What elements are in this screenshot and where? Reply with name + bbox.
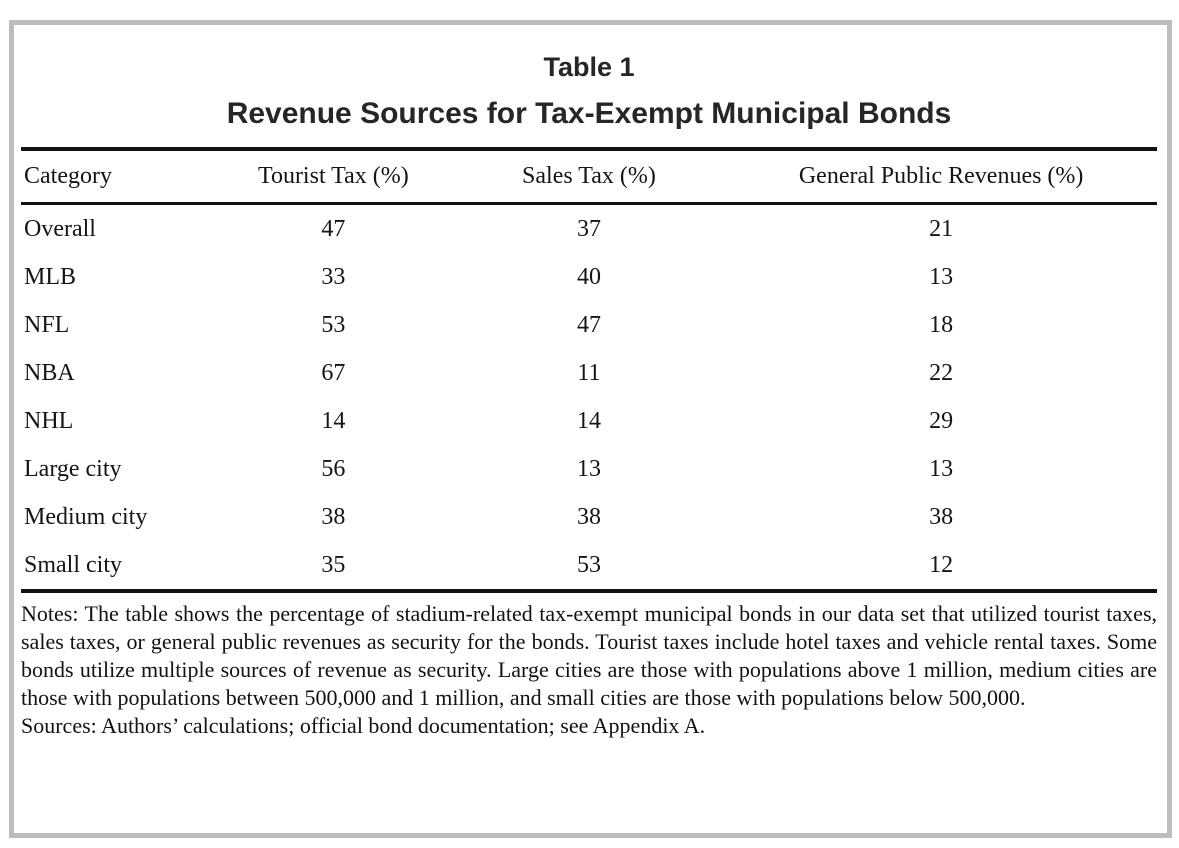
table-cell: 18 <box>929 311 954 338</box>
table-cell: 12 <box>929 551 954 578</box>
table-row: Large city 56 13 13 <box>21 445 1157 493</box>
row-category: NHL <box>24 407 74 434</box>
table-cell: 38 <box>576 503 601 530</box>
row-category: Small city <box>24 551 122 578</box>
table-row: Small city 35 53 12 <box>21 541 1157 591</box>
table-cell: 53 <box>321 311 346 338</box>
table-row: Overall 47 37 21 <box>21 204 1157 254</box>
table-subtitle: Revenue Sources for Tax-Exempt Municipal… <box>226 97 952 130</box>
row-category: Large city <box>24 455 122 482</box>
column-header-category: Category <box>21 149 215 205</box>
table-cell: 13 <box>576 455 601 482</box>
table-cell: 14 <box>576 407 601 434</box>
row-category: Overall <box>24 215 96 242</box>
table-sources: Sources: Authors’ calculations; official… <box>21 713 706 738</box>
table-row: NHL 14 14 29 <box>21 397 1157 445</box>
table-row: NFL 53 47 18 <box>21 301 1157 349</box>
table-cell: 40 <box>576 263 601 290</box>
table-notes: Notes: The table shows the percentage of… <box>21 601 1157 710</box>
column-header-tourist-tax: Tourist Tax (%) <box>214 149 453 205</box>
table-cell: 13 <box>929 263 954 290</box>
column-header-general-public-revenues: General Public Revenues (%) <box>725 149 1157 205</box>
table-cell: 22 <box>929 359 954 386</box>
column-header-sales-tax: Sales Tax (%) <box>452 149 726 205</box>
table-cell: 47 <box>321 215 346 242</box>
table-row: Medium city 38 38 38 <box>21 493 1157 541</box>
table-cell: 53 <box>576 551 601 578</box>
table-cell: 56 <box>321 455 346 482</box>
table-cell: 29 <box>929 407 954 434</box>
row-category: NFL <box>24 311 70 338</box>
table-cell: 13 <box>929 455 954 482</box>
table-row: NBA 67 11 22 <box>21 349 1157 397</box>
data-table: Category Tourist Tax (%) Sales Tax (%) G… <box>21 147 1157 593</box>
table-cell: 35 <box>321 551 346 578</box>
table-cell: 38 <box>929 503 954 530</box>
table-cell: 33 <box>321 263 346 290</box>
table-frame: Table 1 Revenue Sources for Tax-Exempt M… <box>9 20 1172 838</box>
table-header-row: Category Tourist Tax (%) Sales Tax (%) G… <box>21 149 1157 205</box>
table-cell: 11 <box>577 359 601 386</box>
table-cell: 37 <box>576 215 601 242</box>
row-category: NBA <box>24 359 75 386</box>
table-cell: 67 <box>321 359 346 386</box>
table-title: Table 1 <box>543 52 635 82</box>
table-cell: 47 <box>576 311 601 338</box>
table-cell: 38 <box>321 503 346 530</box>
row-category: MLB <box>24 263 77 290</box>
row-category: Medium city <box>24 503 148 530</box>
table-cell: 14 <box>321 407 346 434</box>
table-row: MLB 33 40 13 <box>21 253 1157 301</box>
table-body: Overall 47 37 21 MLB 33 40 13 NFL 53 47 18 NBA 67 11 22… <box>21 204 1157 592</box>
table-cell: 21 <box>929 215 954 242</box>
